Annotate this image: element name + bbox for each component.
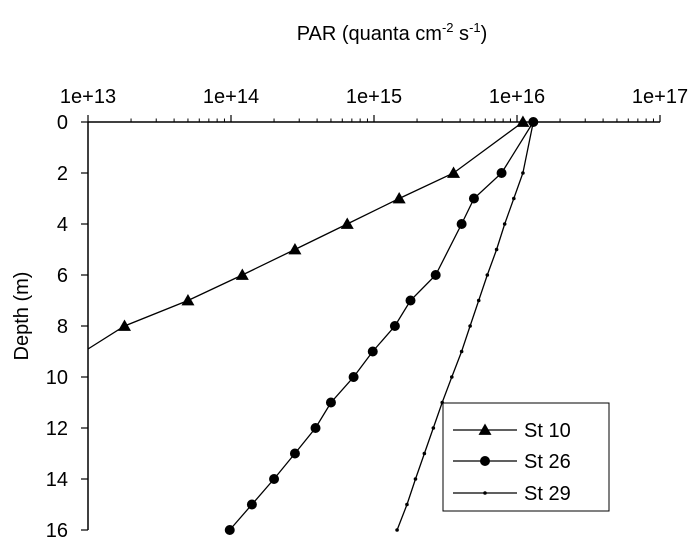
y-tick-label: 12 — [46, 418, 68, 440]
data-point-st-29 — [521, 171, 525, 175]
y-tick-label: 4 — [57, 214, 68, 236]
y-axis-title: Depth (m) — [11, 272, 33, 361]
data-point-st-29 — [422, 451, 427, 456]
y-tick-label: 0 — [57, 112, 68, 134]
x-axis-title-sup-1: -2 — [442, 20, 454, 35]
data-point-st-26 — [496, 168, 507, 178]
data-point-st-26 — [405, 295, 416, 306]
data-point-st-26 — [246, 499, 257, 510]
data-point-st-10 — [516, 115, 530, 127]
data-point-st-26 — [348, 372, 359, 382]
x-tick-label: 1e+14 — [203, 86, 259, 108]
legend: St 10 St 26 St 29 — [442, 402, 610, 512]
series-line-st-10 — [87, 121, 524, 350]
x-axis-title-middle: s — [454, 23, 470, 45]
data-point-st-26 — [269, 474, 280, 484]
legend-label-st-26: St 26 — [524, 451, 571, 473]
y-tick-label: 8 — [57, 316, 68, 338]
data-point-st-29 — [431, 426, 436, 430]
x-axis-title-suffix: ) — [481, 23, 488, 45]
y-tick-label: 6 — [57, 265, 68, 287]
y-tick-label: 2 — [57, 163, 68, 185]
y-tick-label: 14 — [46, 469, 68, 491]
data-point-st-29 — [413, 477, 418, 481]
data-point-st-29 — [450, 375, 454, 379]
x-tick-label: 1e+15 — [346, 86, 402, 108]
data-point-st-10 — [288, 243, 302, 255]
y-tick-label: 10 — [46, 367, 68, 389]
data-point-st-29 — [405, 502, 409, 507]
x-tick-label: 1e+16 — [489, 86, 545, 108]
legend-label-st-29: St 29 — [524, 483, 571, 505]
data-point-st-10 — [235, 268, 249, 280]
data-point-st-10 — [447, 166, 461, 178]
series-line-st-29 — [396, 121, 534, 531]
data-point-st-29 — [459, 349, 464, 354]
data-point-st-29 — [476, 298, 481, 303]
data-point-st-26 — [389, 321, 400, 331]
data-point-st-26 — [310, 423, 321, 433]
legend-marker-st-29 — [483, 491, 487, 495]
x-axis-title-prefix: PAR (quanta cm — [297, 23, 442, 45]
data-point-st-10 — [392, 192, 406, 204]
data-point-st-29 — [512, 196, 516, 201]
data-point-st-26 — [456, 219, 467, 229]
data-point-st-29 — [494, 247, 499, 252]
data-point-st-26 — [289, 448, 300, 459]
data-point-st-29 — [395, 528, 399, 532]
x-axis-title: PAR (quanta cm-2 s-1) — [297, 20, 488, 45]
series-markers — [118, 115, 539, 535]
data-point-st-29 — [502, 222, 507, 226]
data-point-st-26 — [367, 346, 378, 357]
y-tick-label: 16 — [46, 520, 68, 542]
legend-label-st-10: St 10 — [524, 420, 571, 442]
x-tick-label: 1e+17 — [632, 86, 688, 108]
axes: 1e+13 1e+14 1e+15 1e+16 1e+17 0 2 4 6 8 10 12 14 16 — [46, 86, 688, 542]
data-point-st-26 — [468, 193, 479, 204]
data-point-st-26 — [430, 270, 441, 280]
data-point-st-10 — [340, 217, 354, 229]
data-point-st-10 — [118, 319, 132, 331]
data-point-st-26 — [325, 397, 336, 408]
legend-marker-st-26 — [480, 456, 490, 466]
x-tick-label: 1e+13 — [60, 86, 116, 108]
data-point-st-10 — [181, 294, 195, 306]
data-point-st-26 — [224, 525, 235, 535]
data-point-st-29 — [468, 324, 472, 328]
data-point-st-29 — [531, 120, 536, 124]
legend-marker-st-10 — [478, 423, 492, 435]
data-point-st-29 — [485, 273, 490, 277]
x-axis-title-sup-2: -1 — [469, 20, 481, 35]
